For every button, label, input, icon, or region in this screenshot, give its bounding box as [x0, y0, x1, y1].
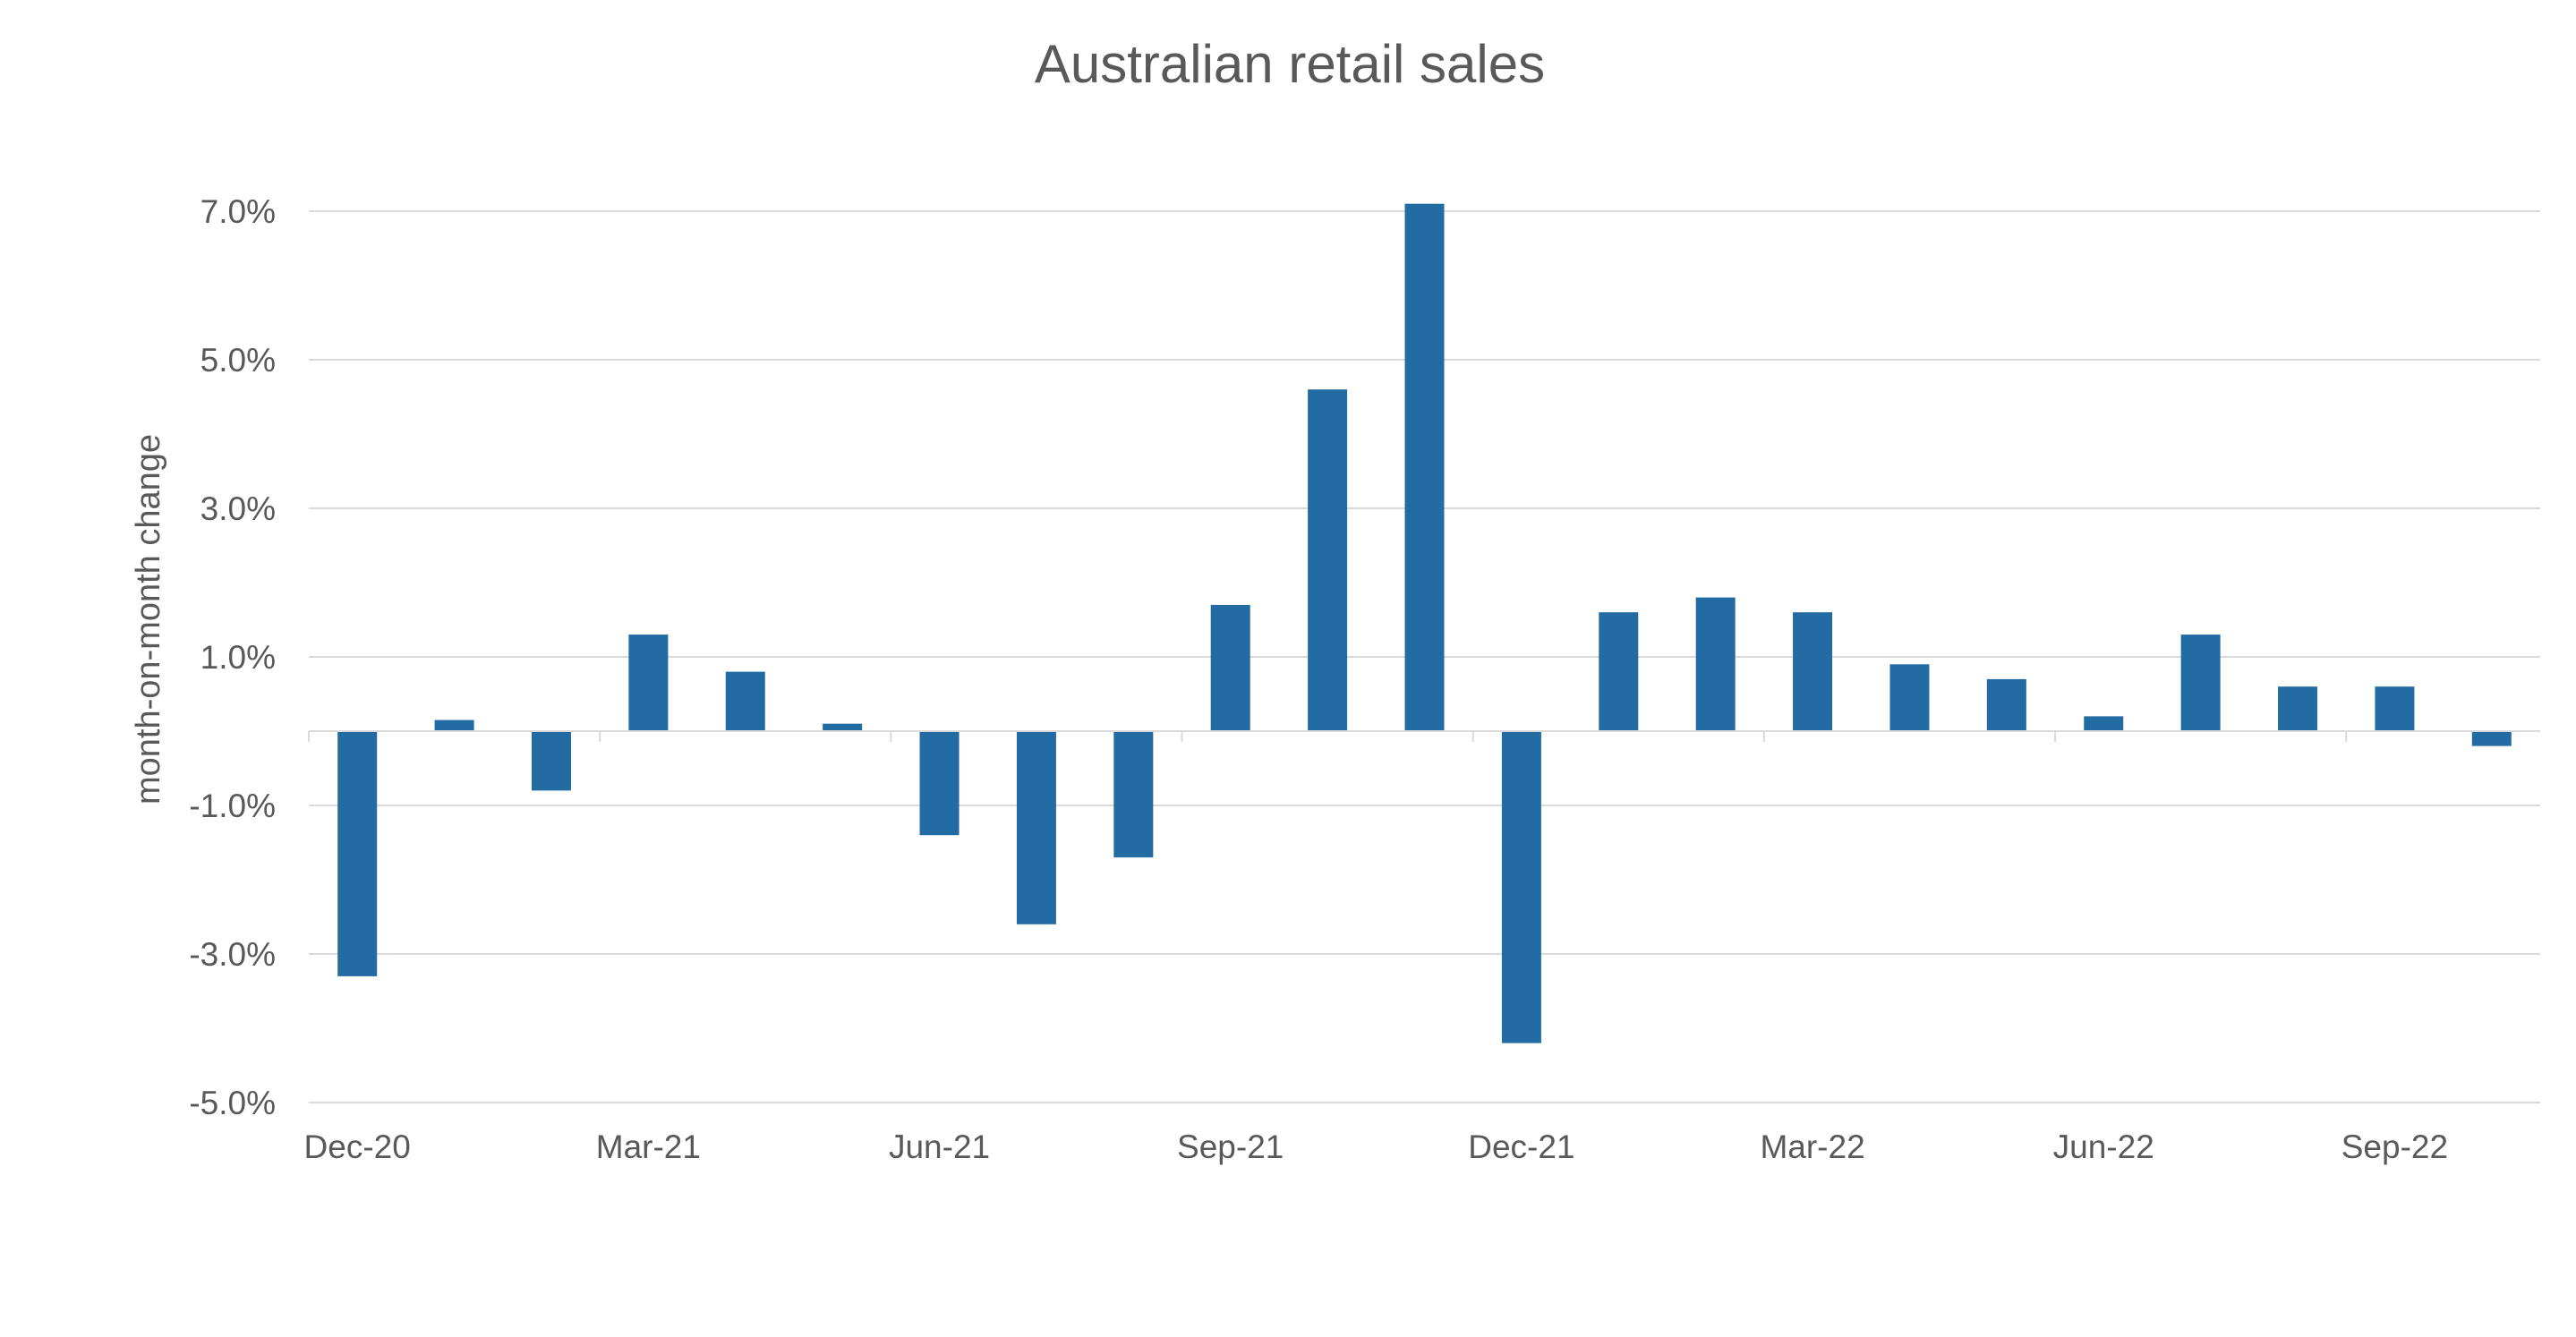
bar-may-22 [1986, 678, 2026, 731]
bar-apr-22 [1889, 664, 1930, 731]
y-tick-label: -5.0% [189, 1085, 276, 1121]
x-tick-label: Mar-21 [596, 1128, 701, 1165]
bar-oct-22 [2471, 731, 2512, 746]
chart-title: Australian retail sales [1035, 34, 1545, 94]
bar-apr-21 [725, 671, 765, 731]
bar-sep-21 [1210, 604, 1250, 731]
bar-jul-21 [1016, 731, 1056, 924]
bar-jun-21 [919, 731, 960, 836]
x-tick-label: Sep-22 [2341, 1128, 2448, 1165]
bar-may-21 [823, 723, 863, 731]
bar-nov-21 [1404, 203, 1445, 731]
y-tick-label: 5.0% [200, 342, 276, 379]
bar-aug-22 [2278, 686, 2318, 731]
bar-sep-22 [2375, 686, 2415, 731]
x-tick-label: Mar-22 [1760, 1128, 1864, 1165]
bar-jul-22 [2180, 634, 2221, 731]
y-tick-label: 7.0% [200, 193, 276, 230]
x-tick-label: Dec-20 [304, 1128, 411, 1165]
x-tick-label: Jun-22 [2053, 1128, 2154, 1165]
bar-jan-21 [434, 720, 474, 731]
bar-oct-21 [1308, 389, 1348, 731]
x-tick-label: Dec-21 [1468, 1128, 1574, 1165]
bar-jan-22 [1599, 612, 1639, 731]
bar-dec-20 [337, 731, 378, 976]
x-tick-label: Jun-21 [889, 1128, 990, 1165]
y-axis-label: month-on-month change [130, 434, 167, 805]
bar-jun-22 [2084, 716, 2124, 731]
bar-feb-21 [531, 731, 571, 791]
bar-mar-22 [1793, 612, 1833, 731]
x-tick-label: Sep-21 [1177, 1128, 1284, 1165]
y-tick-label: 3.0% [200, 490, 276, 527]
bar-dec-21 [1501, 731, 1541, 1043]
y-tick-label: -3.0% [189, 936, 276, 973]
y-tick-label: 1.0% [200, 639, 276, 676]
bar-mar-21 [628, 634, 669, 731]
bar-aug-21 [1113, 731, 1154, 858]
y-tick-label: -1.0% [189, 788, 276, 824]
bar-feb-22 [1695, 597, 1736, 731]
